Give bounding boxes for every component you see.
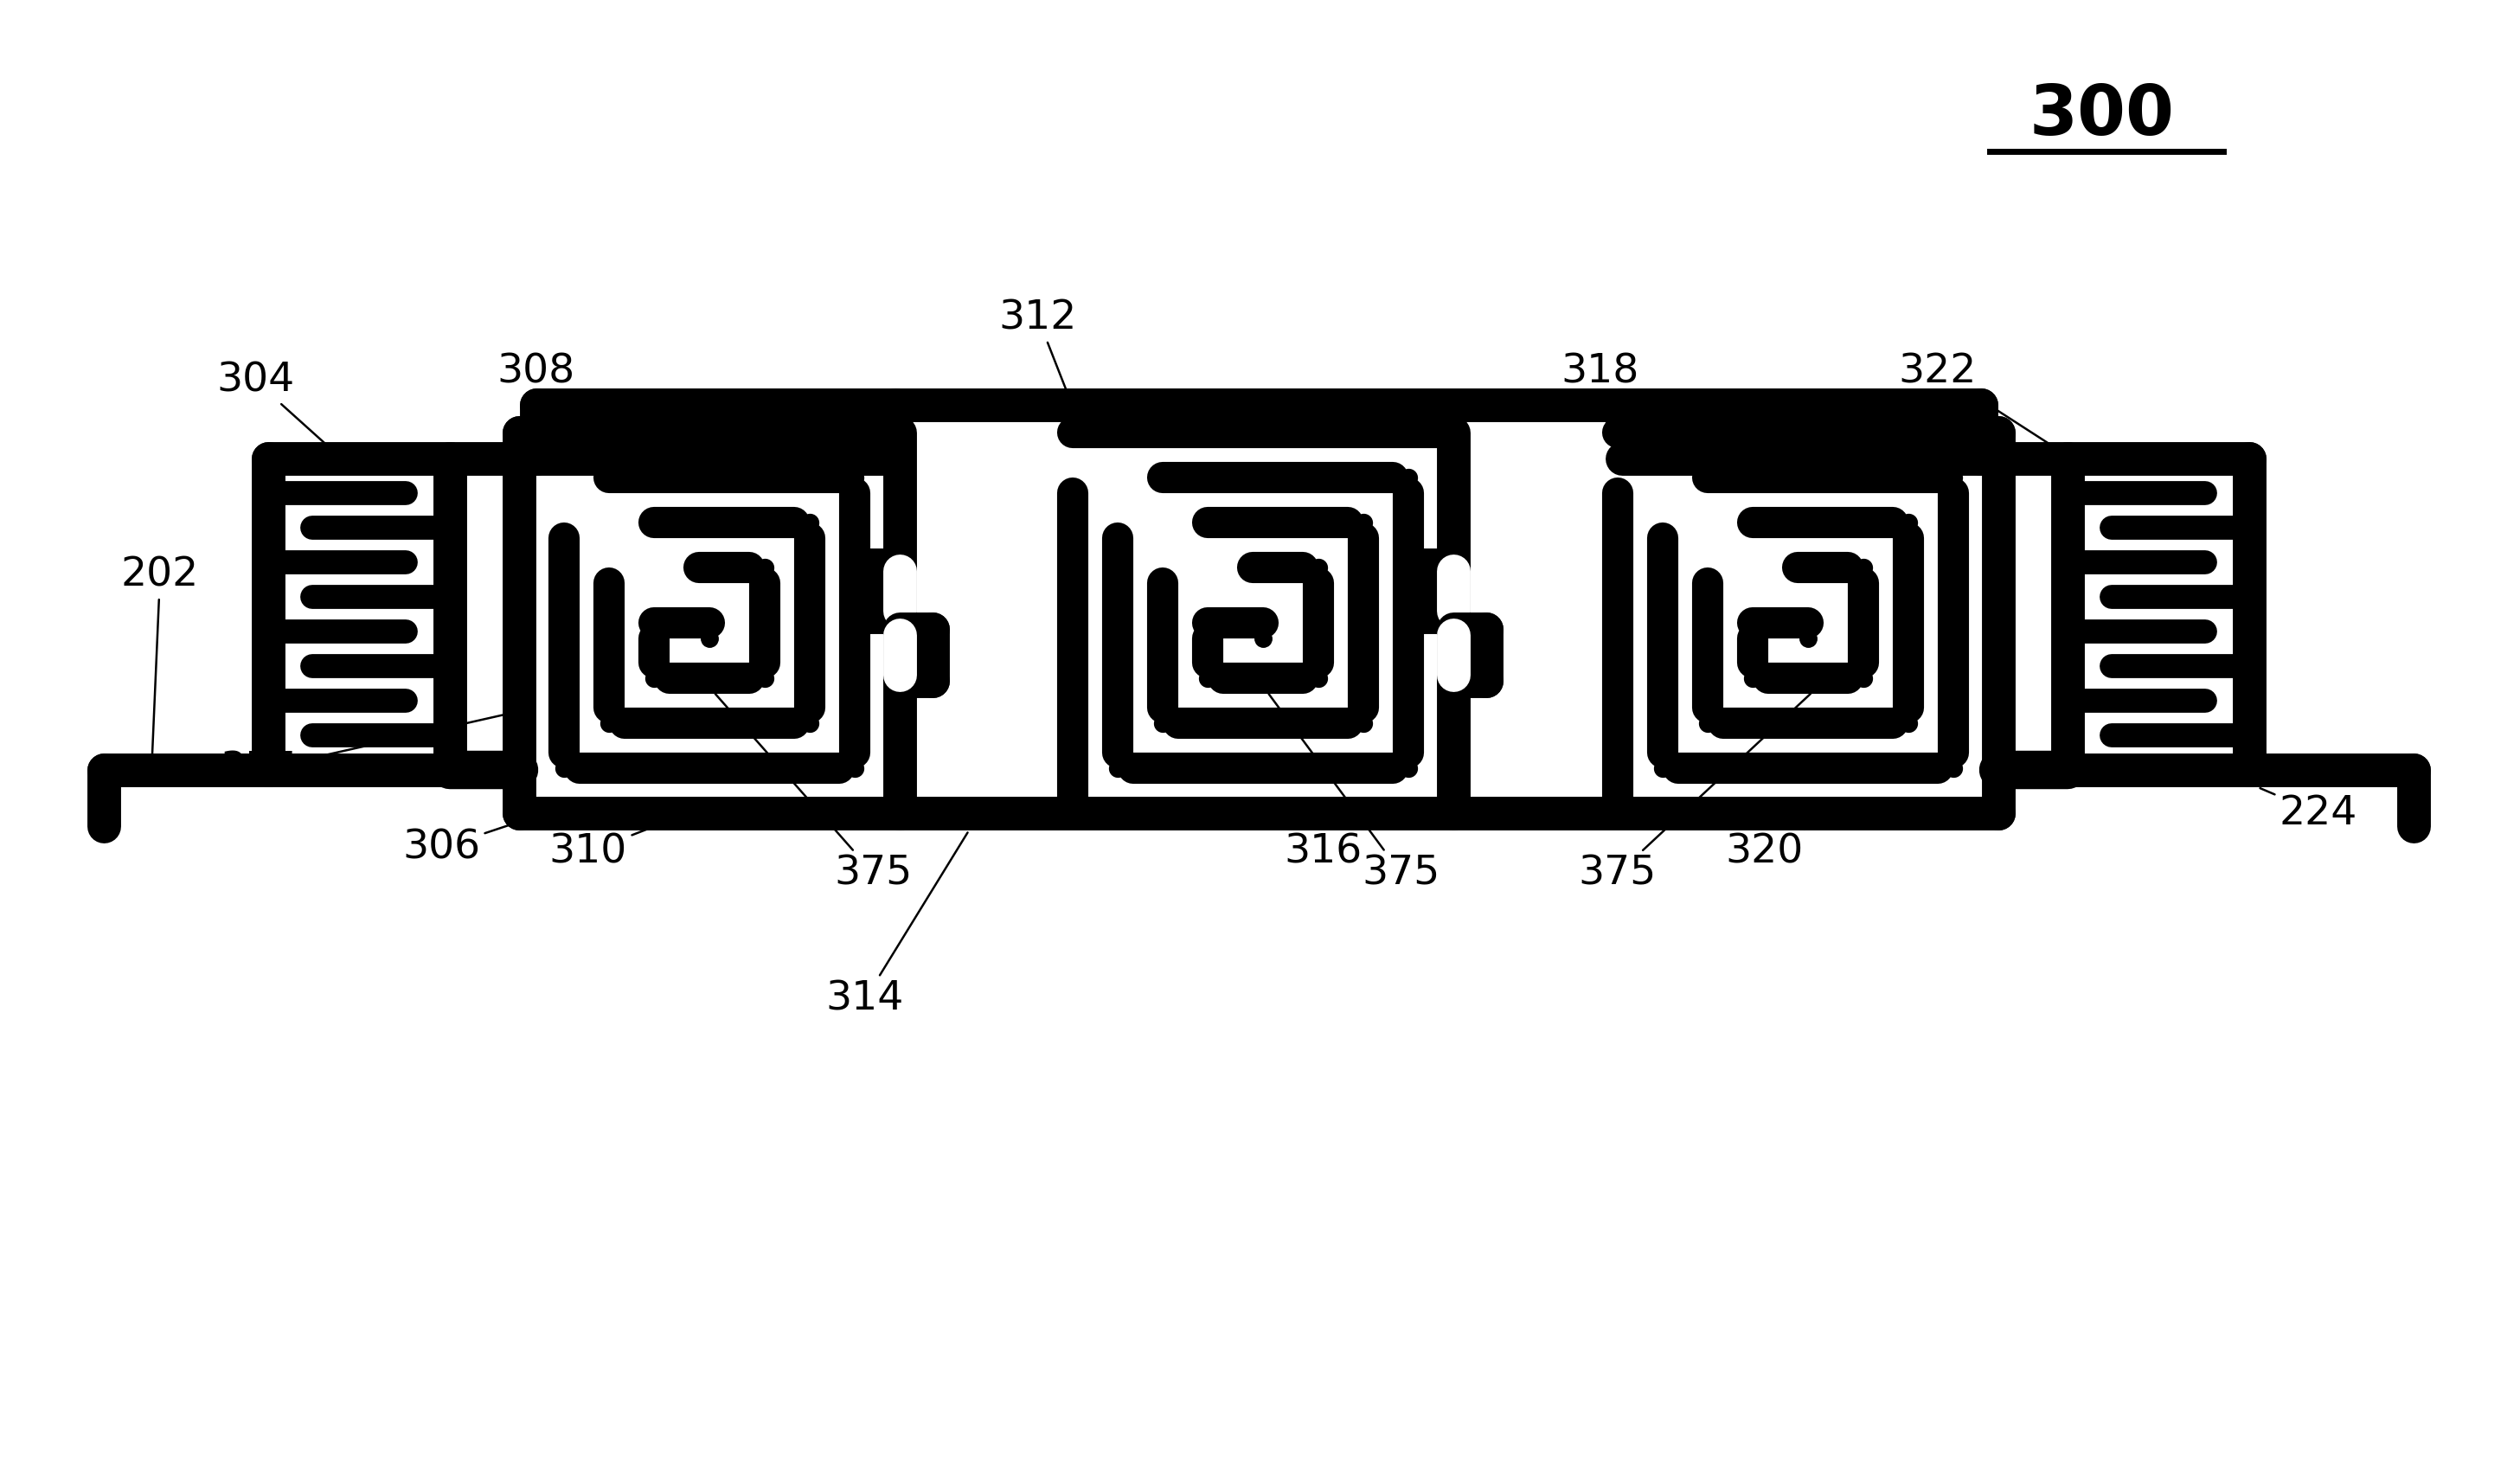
Text: 316: 316 (1285, 823, 1363, 871)
Text: 314: 314 (827, 832, 968, 1019)
Text: 300: 300 (2029, 81, 2175, 150)
Text: 375: 375 (716, 695, 912, 893)
Text: 304: 304 (217, 361, 340, 456)
Text: 320: 320 (1726, 823, 1814, 871)
Text: 224: 224 (2260, 788, 2359, 832)
Text: 308: 308 (496, 352, 587, 456)
Text: 306: 306 (403, 822, 517, 868)
Text: 375: 375 (1578, 693, 1809, 893)
Text: 318: 318 (1562, 352, 1711, 458)
Text: 375: 375 (1268, 695, 1441, 893)
Text: 375: 375 (219, 709, 524, 789)
Text: 312: 312 (998, 299, 1076, 404)
Text: 322: 322 (1898, 352, 2069, 458)
Text: 202: 202 (121, 555, 199, 772)
Text: 310: 310 (549, 822, 663, 871)
